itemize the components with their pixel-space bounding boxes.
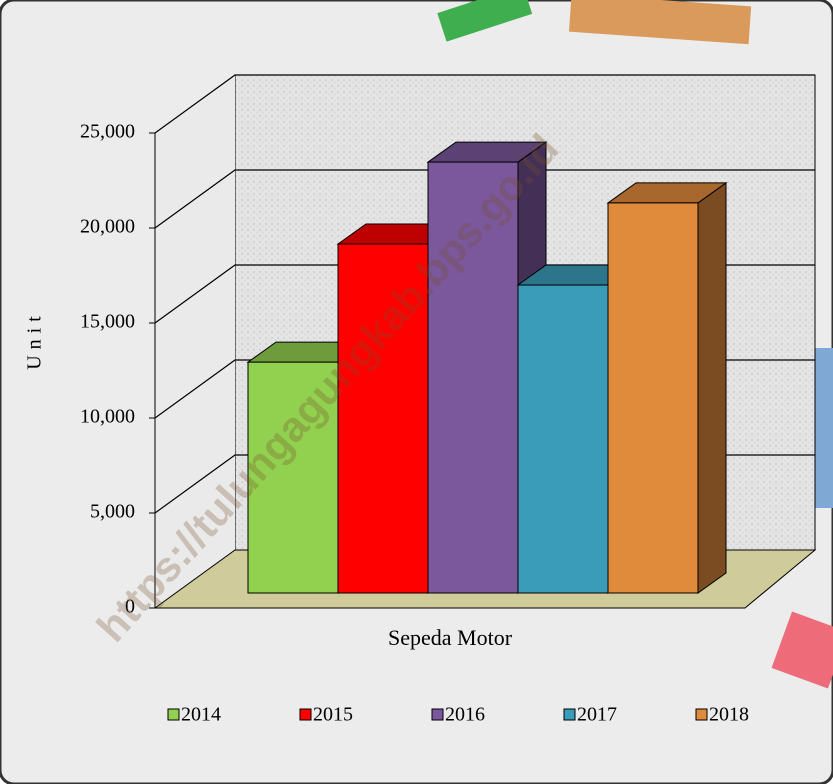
y-tick-label: 25,000	[80, 121, 135, 143]
y-tick-label: 15,000	[80, 311, 135, 333]
y-tick-label: 5,000	[90, 501, 135, 523]
legend-label: 2018	[709, 704, 749, 726]
y-tick-label: 20,000	[80, 216, 135, 238]
legend-label: 2017	[577, 704, 617, 726]
page: Unit 05,00010,00015,00020,00025,00020142…	[0, 0, 833, 784]
bar	[518, 285, 608, 593]
legend-swatch	[300, 709, 311, 720]
chart: Unit 05,00010,00015,00020,00025,00020142…	[0, 0, 833, 784]
legend-swatch	[432, 709, 443, 720]
bar-side	[698, 183, 726, 593]
legend-label: 2014	[181, 704, 221, 726]
legend-swatch	[168, 709, 179, 720]
legend-label: 2015	[313, 704, 353, 726]
y-axis-label: Unit	[24, 310, 46, 370]
x-tick-label: Sepeda Motor	[388, 625, 513, 650]
legend-label: 2016	[445, 704, 485, 726]
bar	[608, 203, 698, 593]
legend-swatch	[564, 709, 575, 720]
legend-swatch	[696, 709, 707, 720]
y-tick-label: 10,000	[80, 406, 135, 428]
